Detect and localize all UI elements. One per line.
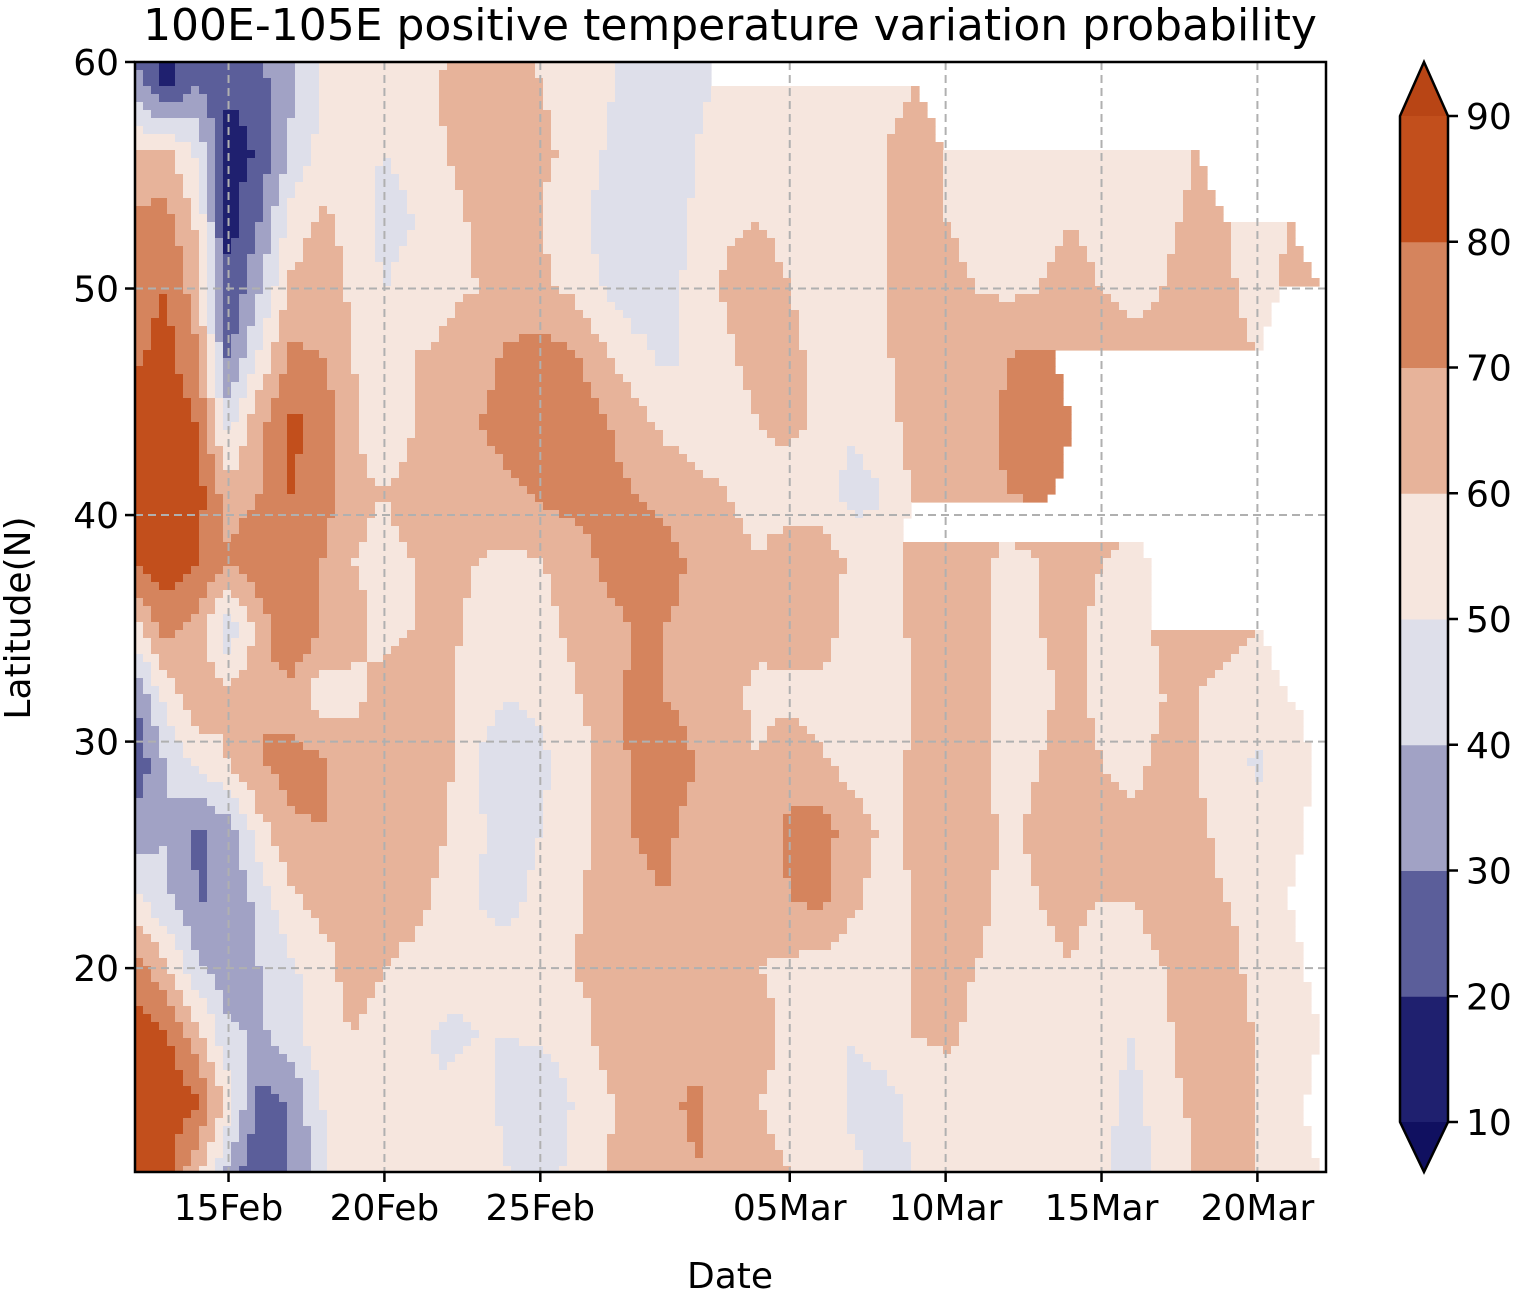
y-tick-label: 60 — [73, 43, 119, 84]
colorbar-tick-label: 90 — [1466, 97, 1512, 138]
colorbar-band — [1400, 367, 1448, 494]
colorbar: 10 20 30 40 50 60 70 80 90 — [1398, 58, 1512, 1175]
colorbar-extend-min — [1400, 1122, 1448, 1172]
y-tick-label: 40 — [73, 496, 119, 537]
y-tick-label: 30 — [73, 723, 119, 764]
x-axis: 15Feb 20Feb 25Feb 05Mar 10Mar 15Mar 20Mar — [174, 1172, 1315, 1229]
contour-field — [135, 62, 1320, 1172]
colorbar-band — [1400, 493, 1448, 620]
colorbar-tick-label: 60 — [1466, 474, 1512, 515]
colorbar-tick-label: 50 — [1466, 600, 1512, 641]
colorbar-tick-label: 80 — [1466, 223, 1512, 264]
x-axis-label: Date — [687, 1256, 773, 1290]
colorbar-tick-label: 30 — [1466, 852, 1512, 893]
colorbar-extend-max — [1400, 62, 1448, 116]
x-tick-label: 10Mar — [889, 1188, 1003, 1229]
colorbar-tick-label: 40 — [1466, 726, 1512, 767]
x-tick-label: 25Feb — [486, 1188, 596, 1229]
colorbar-tick-label: 20 — [1466, 977, 1512, 1018]
colorbar-band — [1400, 241, 1448, 368]
x-tick-label: 05Mar — [733, 1188, 847, 1229]
x-tick-label: 15Feb — [174, 1188, 284, 1229]
y-tick-label: 20 — [73, 949, 119, 990]
y-axis-label: Latitude(N) — [0, 516, 39, 719]
colorbar-band — [1400, 996, 1448, 1123]
chart-title: 100E-105E positive temperature variation… — [143, 0, 1317, 51]
y-axis: 20 30 40 50 60 — [73, 43, 135, 990]
colorbar-band — [1400, 619, 1448, 746]
colorbar-band — [1400, 744, 1448, 871]
colorbar-tick-label: 70 — [1466, 349, 1512, 390]
plot-frame — [133, 60, 1328, 1174]
y-tick-label: 50 — [73, 270, 119, 311]
colorbar-band — [1400, 116, 1448, 243]
x-tick-label: 15Mar — [1045, 1188, 1159, 1229]
x-tick-label: 20Mar — [1201, 1188, 1315, 1229]
colorbar-tick-label: 10 — [1466, 1103, 1512, 1144]
colorbar-band — [1400, 870, 1448, 997]
x-tick-label: 20Feb — [330, 1188, 440, 1229]
